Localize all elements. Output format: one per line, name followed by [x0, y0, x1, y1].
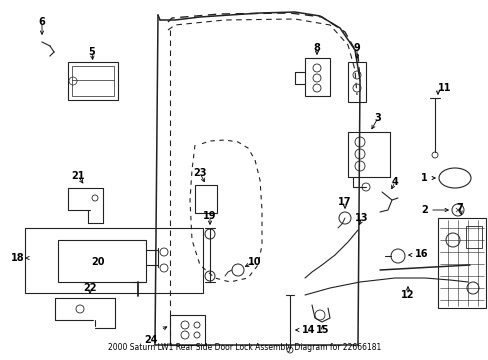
Bar [195, 185, 217, 213]
Text: 11: 11 [437, 83, 450, 93]
Text: 17: 17 [338, 197, 351, 207]
Bar [58, 240, 146, 282]
Text: 20: 20 [91, 257, 104, 267]
Text: 6: 6 [39, 17, 45, 27]
Text: 21: 21 [71, 171, 84, 181]
Bar [305, 58, 329, 96]
Text: 8: 8 [313, 43, 320, 53]
Text: 12: 12 [401, 290, 414, 300]
Bar [347, 62, 365, 102]
Text: 19: 19 [203, 211, 216, 221]
Bar [68, 62, 118, 100]
Bar [72, 66, 114, 96]
Text: 18: 18 [11, 253, 25, 263]
Text: 5: 5 [88, 47, 95, 57]
Text: 2: 2 [420, 205, 427, 215]
Text: 13: 13 [354, 213, 368, 223]
Bar [465, 226, 481, 248]
Text: 24: 24 [144, 335, 158, 345]
Text: 4: 4 [391, 177, 398, 187]
Text: 15: 15 [316, 325, 329, 335]
Text: 9: 9 [353, 43, 360, 53]
Text: 3: 3 [374, 113, 381, 123]
Text: 22: 22 [83, 283, 97, 293]
Text: 14: 14 [302, 325, 315, 335]
Bar [437, 218, 485, 308]
Bar [170, 315, 204, 345]
Text: 7: 7 [456, 203, 463, 213]
Text: 2000 Saturn LW1 Rear Side Door Lock Assembly Diagram for 22666181: 2000 Saturn LW1 Rear Side Door Lock Asse… [108, 343, 380, 352]
Text: 16: 16 [414, 249, 427, 259]
Text: 1: 1 [420, 173, 427, 183]
Bar [25, 228, 203, 293]
Text: 23: 23 [193, 168, 206, 178]
Text: 10: 10 [248, 257, 261, 267]
